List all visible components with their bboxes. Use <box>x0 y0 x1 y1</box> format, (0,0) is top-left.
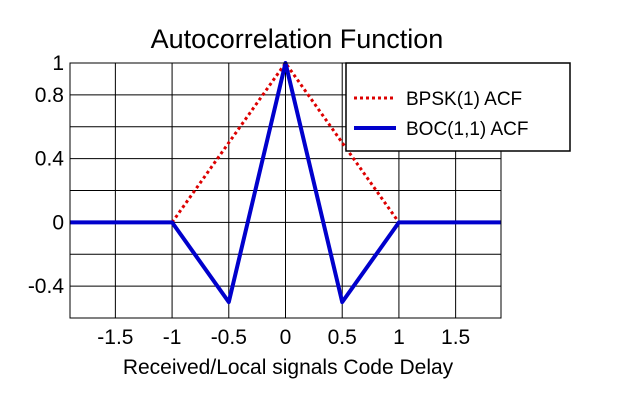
y-tick-labels: 1 0.8 0.4 0 -0.4 <box>28 52 65 298</box>
x-axis-label: Received/Local signals Code Delay <box>123 356 454 379</box>
x-tick-label: -0.5 <box>211 326 247 349</box>
plot-frame <box>69 62 502 319</box>
x-tick-label: 1.5 <box>441 326 470 349</box>
x-tick-label: -1 <box>163 326 182 349</box>
legend-box <box>345 62 571 152</box>
y-tick-label: 1 <box>52 52 64 75</box>
y-tick-label: -0.4 <box>28 275 65 298</box>
x-tick-label: -1.5 <box>97 326 133 349</box>
legend-label-boc: BOC(1,1) ACF <box>406 119 528 140</box>
legend-label-bpsk: BPSK(1) ACF <box>406 89 522 110</box>
x-tick-label: 0.5 <box>328 326 357 349</box>
y-tick-label: 0.4 <box>35 148 65 171</box>
x-tick-label: 1 <box>393 326 405 349</box>
y-tick-label: 0 <box>52 211 64 234</box>
x-tick-label: 0 <box>280 326 292 349</box>
legend: BPSK(1) ACF BOC(1,1) ACF <box>345 62 571 152</box>
x-tick-labels: -1.5 -1 -0.5 0 0.5 1 1.5 <box>97 326 470 349</box>
series-line-bpsk <box>170 61 401 224</box>
chart-title: Autocorrelation Function <box>151 24 444 54</box>
y-tick-label: 0.8 <box>35 84 64 107</box>
